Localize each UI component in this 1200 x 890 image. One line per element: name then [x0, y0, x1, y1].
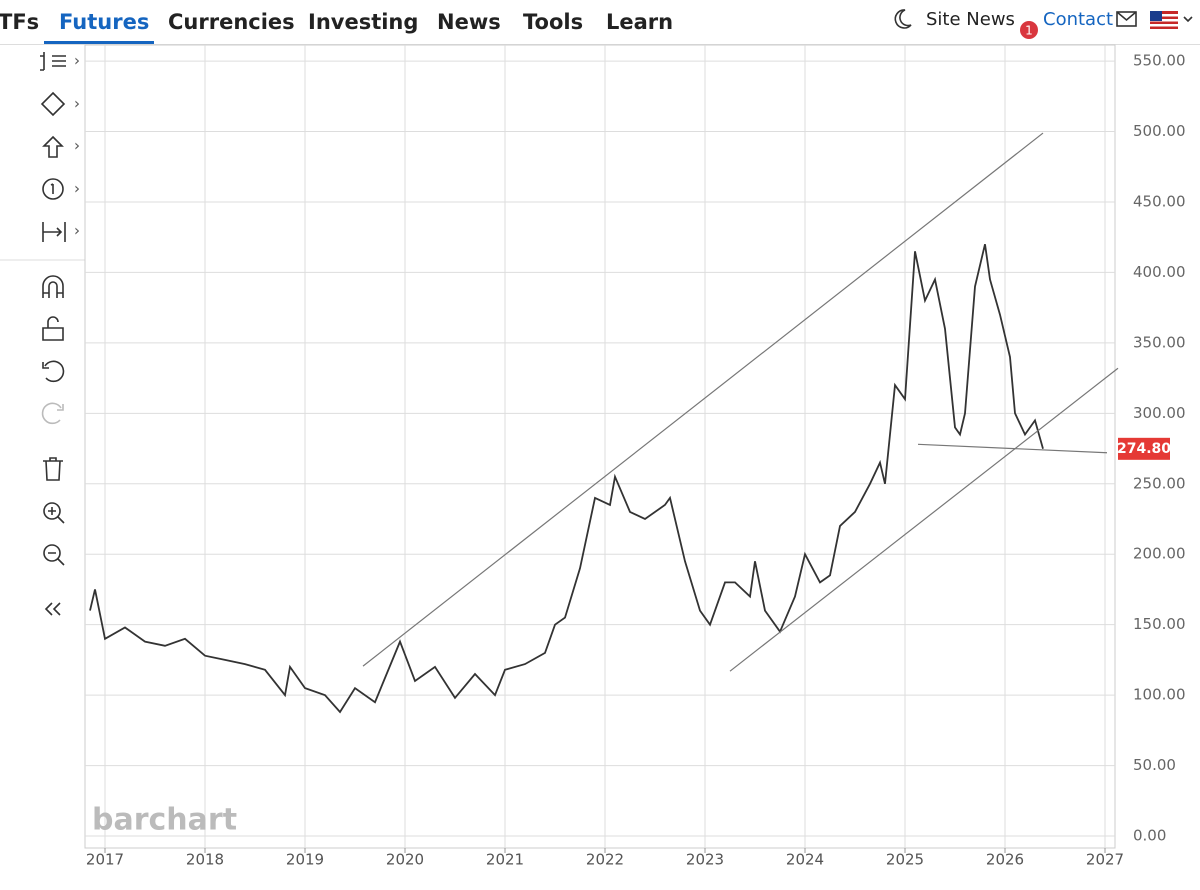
y-tick-label: 350.00: [1133, 333, 1186, 351]
flag-canton: [1150, 11, 1162, 21]
chevron: ›: [74, 222, 80, 240]
flag-stripe: [1150, 14, 1178, 17]
y-tick-label: 550.00: [1133, 52, 1186, 70]
tool-measure[interactable]: [42, 222, 66, 242]
tool-redo[interactable]: [41, 402, 64, 425]
x-tick-label: 2026: [986, 851, 1024, 869]
tool-number[interactable]: [42, 178, 64, 200]
y-tick-label: 250.00: [1133, 474, 1186, 492]
toolbar: › › › › ›: [0, 52, 85, 616]
flag-caret: [1183, 16, 1193, 23]
tool-lines[interactable]: [40, 52, 66, 71]
x-tick-label: 2021: [486, 851, 524, 869]
trend-line: [729, 367, 1119, 672]
trend-line: [362, 132, 1044, 667]
watermark: barchart: [92, 803, 237, 838]
y-tick-label: 450.00: [1133, 192, 1186, 210]
last-price-box: [1118, 437, 1170, 460]
tool-zoom-in[interactable]: [43, 502, 61, 520]
x-tick-label: 2020: [386, 851, 424, 869]
flag-stripe: [1150, 24, 1178, 27]
flag[interactable]: [1150, 11, 1178, 29]
plot-frame: [84, 44, 1116, 849]
nav-item[interactable]: Investing: [308, 10, 418, 34]
y-tick-label: 300.00: [1133, 404, 1186, 422]
flag-stripe: [1150, 19, 1178, 22]
tool-arrow[interactable]: [42, 135, 64, 158]
x-tick-label: 2024: [786, 851, 824, 869]
mail-icon-flap: [1116, 11, 1137, 22]
tool-zoom-in-glyph: [48, 507, 65, 524]
mail-icon[interactable]: [1116, 11, 1137, 27]
chevron: ›: [74, 52, 80, 70]
active-underline: [44, 41, 154, 44]
site-news[interactable]: Site News: [926, 9, 1015, 30]
nav-item[interactable]: Learn: [606, 10, 673, 34]
tool-shapes[interactable]: [40, 91, 66, 117]
chevron: ›: [74, 95, 80, 113]
nav-item[interactable]: News: [437, 10, 501, 34]
tool-delete[interactable]: [43, 457, 63, 481]
chevron: ›: [74, 137, 80, 155]
nav-item[interactable]: Currencies: [168, 10, 295, 34]
chevron: ›: [74, 180, 80, 198]
badge-count: 1: [1025, 24, 1033, 38]
y-tick-label: 500.00: [1133, 122, 1186, 140]
x-tick-label: 2018: [186, 851, 224, 869]
x-tick-label: 2019: [286, 851, 324, 869]
tool-lock[interactable]: [42, 316, 64, 341]
x-tick-label: 2025: [886, 851, 924, 869]
x-tick-label: 2027: [1086, 851, 1124, 869]
y-tick-label: 400.00: [1133, 263, 1186, 281]
y-tick-label: 50.00: [1133, 756, 1176, 774]
x-tick-label: 2017: [86, 851, 124, 869]
tool-zoom-out[interactable]: [43, 544, 61, 562]
tool-number-glyph: [50, 183, 54, 194]
y-tick-label: 100.00: [1133, 686, 1186, 704]
tool-undo[interactable]: [42, 360, 65, 383]
price-line: [89, 243, 1044, 714]
y-tick-label: 150.00: [1133, 615, 1186, 633]
nav-bar: [0, 0, 1200, 44]
y-tick-label: 0.00: [1133, 827, 1166, 845]
dark-mode-icon[interactable]: [894, 9, 912, 29]
x-tick-label: 2023: [686, 851, 724, 869]
y-tick-label: 200.00: [1133, 545, 1186, 563]
tool-zoom-out-glyph: [48, 552, 65, 566]
contact[interactable]: Contact: [1043, 9, 1113, 30]
tool-magnet[interactable]: [42, 275, 64, 298]
nav-item[interactable]: Futures: [59, 10, 149, 34]
nav-item[interactable]: TFs: [0, 10, 39, 34]
nav-item[interactable]: Tools: [523, 10, 583, 34]
last-price-label: 274.80: [1117, 441, 1171, 457]
badge: [1020, 21, 1038, 39]
trend-line: [917, 443, 1108, 454]
x-tick-label: 2022: [586, 851, 624, 869]
tool-collapse[interactable]: [44, 602, 61, 616]
